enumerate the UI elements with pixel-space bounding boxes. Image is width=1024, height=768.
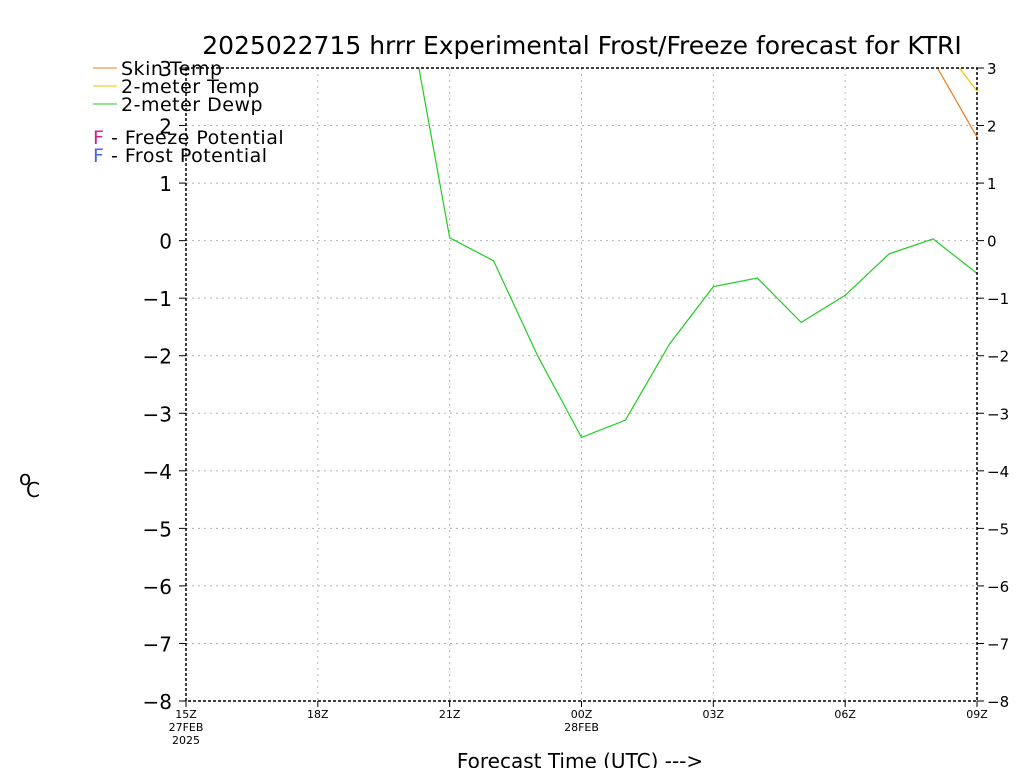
y-tick-label-left: −3 [143, 402, 172, 426]
legend-label: 2-meter Temp [121, 76, 260, 98]
y-tick-label-left: −5 [143, 517, 172, 541]
x-tick-year: 2025 [172, 734, 200, 747]
x-tick-label: 03Z [703, 708, 725, 721]
potential-legend-entry: F - Frost Potential [93, 145, 268, 167]
potential-legend-letter: F [93, 145, 104, 167]
x-tick-date: 27FEB [169, 721, 204, 734]
series-line-skin-temp [936, 67, 978, 138]
y-tick-label-left: −8 [143, 690, 172, 714]
y-tick-label-right: −1 [987, 290, 1009, 308]
y-tick-label-right: 1 [987, 175, 997, 193]
chart-title: 2025022715 hrrr Experimental Frost/Freez… [202, 31, 962, 60]
x-tick-label: 18Z [307, 708, 329, 721]
y-axis-label: o C [19, 466, 40, 502]
y-tick-label-left: 1 [159, 172, 172, 196]
series-layer [418, 67, 978, 439]
x-tick-label: 09Z [966, 708, 988, 721]
x-tick-label: 15Z [175, 708, 197, 721]
y-tick-label-right: 0 [987, 233, 997, 251]
y-tick-label-left: −6 [143, 575, 172, 599]
series-line-2-meter-dewp [418, 67, 978, 439]
y-axis-label-degree: o [19, 466, 31, 490]
y-tick-label-right: 2 [987, 118, 997, 136]
y-tick-label-left: 0 [159, 230, 172, 254]
y-tick-label-right: −4 [987, 463, 1009, 481]
potential-legend-entry: F - Freeze Potential [93, 127, 284, 149]
y-tick-label-left: −7 [143, 632, 172, 656]
y-tick-label-right: −3 [987, 405, 1009, 423]
y-tick-label-left: −2 [143, 345, 172, 369]
potential-legend-text: - Frost Potential [104, 145, 267, 167]
x-tick-label: 21Z [439, 708, 461, 721]
potential-legend-letter: F [93, 127, 104, 149]
legend-label: Skin Temp [121, 58, 223, 80]
y-tick-label-left: 3 [159, 57, 172, 81]
x-tick-date: 28FEB [564, 721, 599, 734]
plot-frame [185, 67, 978, 702]
y-tick-label-right: −8 [987, 693, 1009, 711]
x-tick-label: 06Z [834, 708, 856, 721]
grid-lines [186, 68, 977, 701]
y-tick-label-right: 3 [987, 60, 997, 78]
potential-legend-text: - Freeze Potential [104, 127, 284, 149]
y-tick-label-right: −5 [987, 520, 1009, 538]
y-tick-label-left: −4 [143, 460, 172, 484]
y-tick-label-right: −6 [987, 578, 1009, 596]
y-axis-label-unit: C [26, 478, 40, 502]
x-tick-label: 00Z [571, 708, 593, 721]
y-tick-label-left: 2 [159, 115, 172, 139]
ticks: 3 3 2 2 1 1 0 0 −1 −1 −2 −2 −3 −3 −4 −4 −5 −5 −6 −6 −7 −7 −8 −8… [143, 57, 1010, 747]
y-tick-label-right: −7 [987, 635, 1009, 653]
series-line-2-meter-temp [958, 67, 978, 92]
x-axis-label: Forecast Time (UTC) ---> [457, 749, 703, 768]
legend-label: 2-meter Dewp [121, 94, 263, 116]
y-tick-label-right: −2 [987, 348, 1009, 366]
y-tick-label-left: −1 [143, 287, 172, 311]
